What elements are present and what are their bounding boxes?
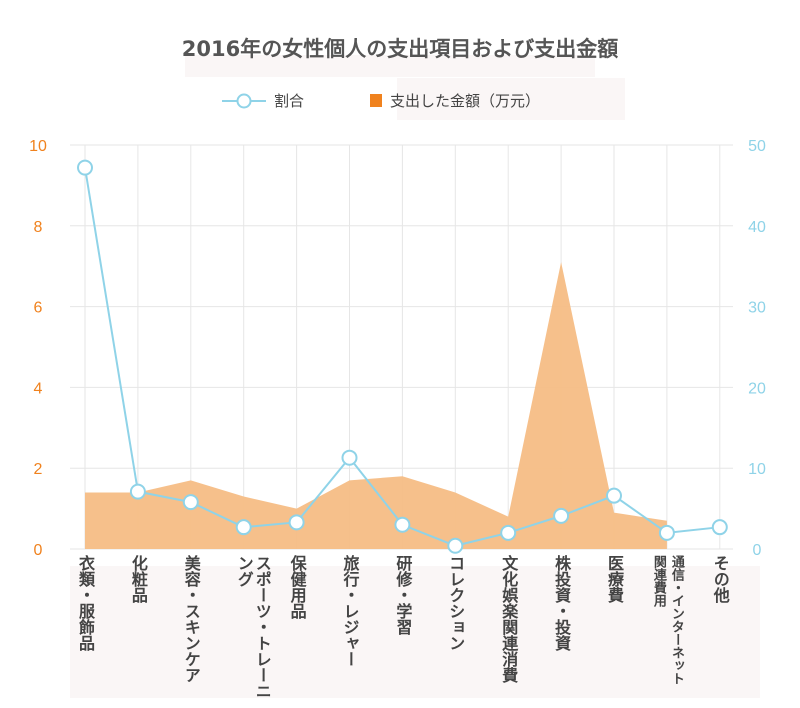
x-axis-label-band (70, 566, 760, 698)
left-tick-label: 2 (34, 461, 43, 478)
legend: 割合 支出した金額（万元） (0, 90, 800, 114)
right-tick-label: 50 (748, 138, 766, 155)
area-series-amount (85, 262, 667, 549)
x-tick-label: 美容・スキンケア (181, 555, 201, 683)
x-tick-label: 関連費用 (650, 555, 666, 607)
x-tick-label: スポーツ・トレーニング (234, 555, 272, 699)
line-point (129, 483, 146, 500)
x-tick-label: 研修・学習 (393, 555, 413, 635)
line-point (235, 519, 252, 536)
line-point (658, 524, 675, 541)
x-tick-label: 保健用品 (287, 555, 307, 619)
line-marker-icon (222, 93, 266, 108)
left-tick-label: 4 (34, 380, 43, 397)
right-tick-label: 30 (748, 300, 766, 317)
x-tick-label: 旅行・レジャー (340, 555, 360, 667)
legend-label: 支出した金額（万元） (390, 92, 541, 110)
line-point (394, 516, 411, 533)
right-tick-label: 10 (748, 461, 766, 478)
left-tick-label: 6 (34, 300, 43, 317)
line-point (77, 159, 93, 176)
legend-label: 割合 (274, 92, 305, 110)
x-tick-label: 衣類・服飾品 (76, 555, 95, 651)
square-swatch-icon (370, 94, 382, 107)
x-tick-label: 株投資・投資 (552, 555, 572, 651)
line-point (711, 519, 728, 536)
left-tick-label: 8 (34, 219, 43, 236)
legend-item-ratio[interactable]: 割合 (222, 90, 304, 111)
x-tick-label: 化粧品 (128, 555, 148, 603)
line-point (182, 494, 199, 511)
x-tick-label: その他 (710, 555, 730, 603)
x-tick-label: 通信・インターネット (668, 555, 684, 685)
line-point (288, 514, 305, 531)
right-tick-label: 20 (748, 380, 766, 397)
x-tick-label: 文化娯楽関連消費 (499, 555, 519, 683)
title-background (185, 55, 595, 77)
x-tick-label: コレクション (446, 555, 466, 651)
line-point (447, 537, 464, 554)
right-tick-label: 40 (748, 219, 766, 236)
legend-item-amount[interactable]: 支出した金額（万元） (370, 90, 540, 111)
x-tick-label: 医療費 (605, 555, 624, 603)
chart-title: 2016年の女性個人の支出項目および支出金額 (181, 37, 619, 61)
right-tick-label: 0 (753, 542, 762, 559)
legend-background (397, 78, 625, 120)
left-tick-label: 0 (34, 542, 43, 559)
line-point (341, 449, 358, 466)
line-point (500, 524, 517, 541)
line-point (606, 487, 622, 504)
left-tick-label: 10 (29, 138, 47, 155)
line-point (553, 507, 570, 524)
